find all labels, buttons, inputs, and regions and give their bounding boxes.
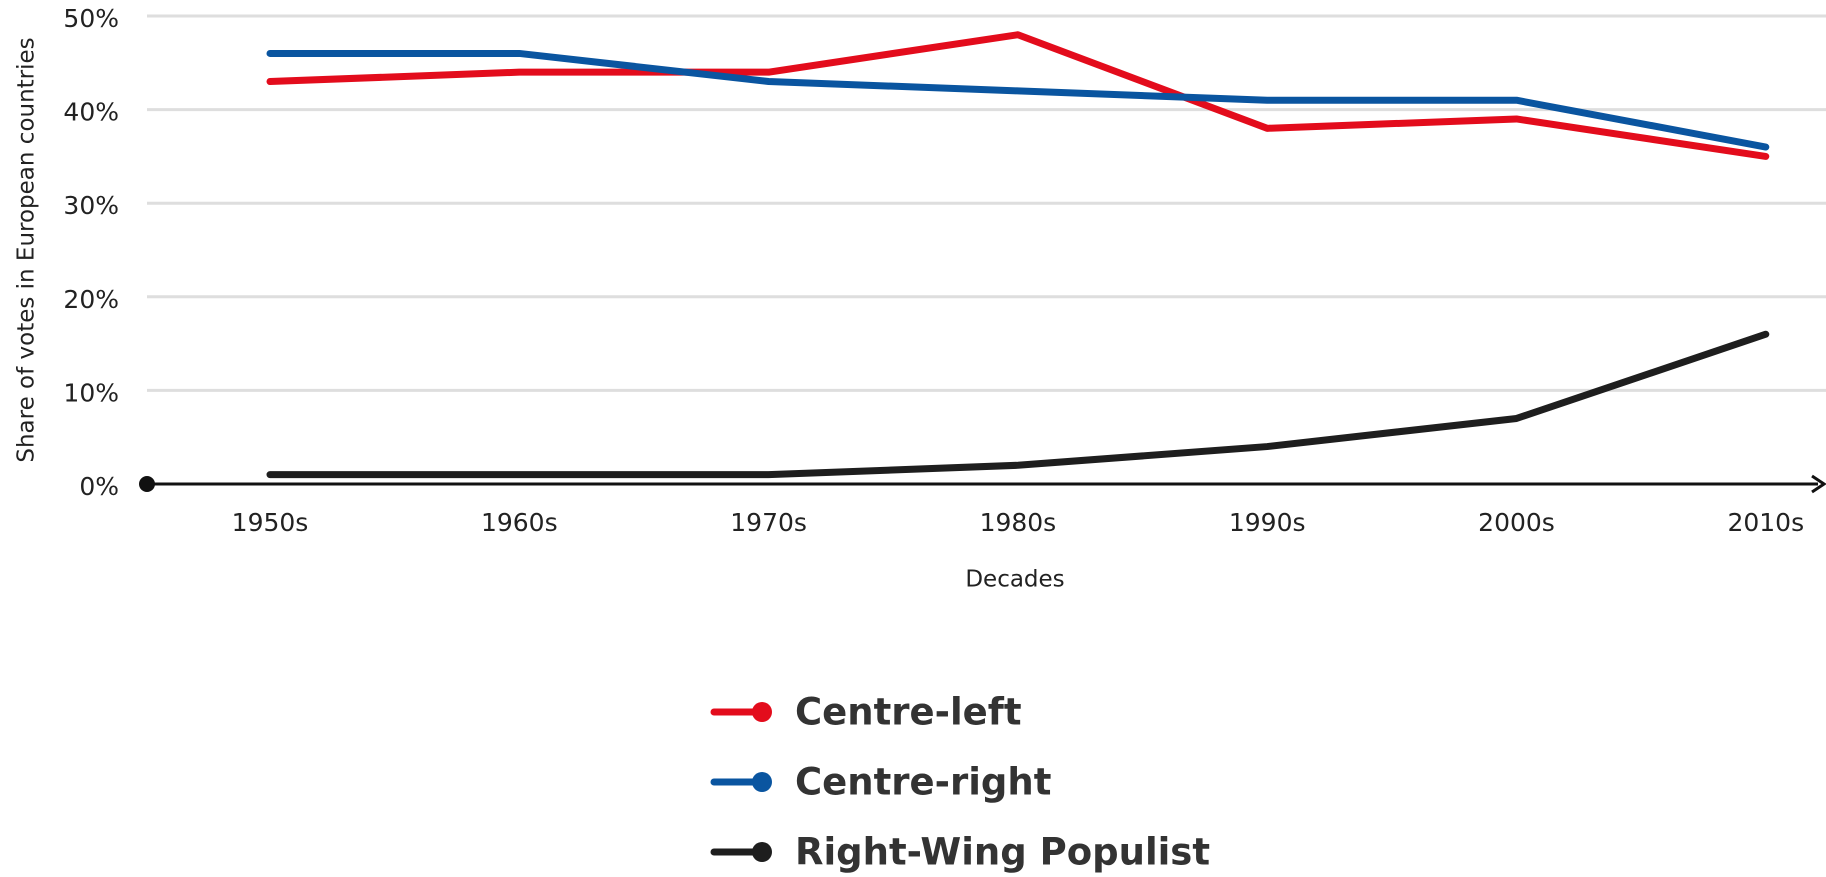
y-tick-label: 30% <box>63 191 119 220</box>
legend-dot <box>752 772 772 792</box>
y-axis-title: Share of votes in European countries <box>14 37 40 462</box>
legend-text: Centre-left <box>795 691 1022 734</box>
y-tick-label: 20% <box>63 285 119 314</box>
x-axis-title: Decades <box>965 567 1064 593</box>
x-tick-label: 1980s <box>980 508 1057 537</box>
x-tick-label: 2010s <box>1727 508 1804 537</box>
y-tick-label: 0% <box>79 472 119 501</box>
x-tick-label: 1990s <box>1229 508 1306 537</box>
x-tick-label: 1970s <box>730 508 807 537</box>
y-tick-label: 40% <box>63 98 119 127</box>
series-line <box>266 49 1770 151</box>
axis-arrow <box>1811 474 1826 494</box>
axis-origin-dot <box>139 476 155 492</box>
x-tick-label: 1960s <box>481 508 558 537</box>
series-line <box>266 31 1770 160</box>
x-tick-label: 1950s <box>232 508 309 537</box>
legend-dot <box>752 702 772 722</box>
legend-dot <box>752 842 772 862</box>
x-tick-label: 2000s <box>1478 508 1555 537</box>
y-tick-label: 10% <box>63 378 119 407</box>
series-line <box>266 330 1770 479</box>
y-tick-label: 50% <box>63 4 119 33</box>
legend-text: Centre-right <box>795 761 1051 804</box>
legend-text: Right-Wing Populist <box>795 831 1210 874</box>
